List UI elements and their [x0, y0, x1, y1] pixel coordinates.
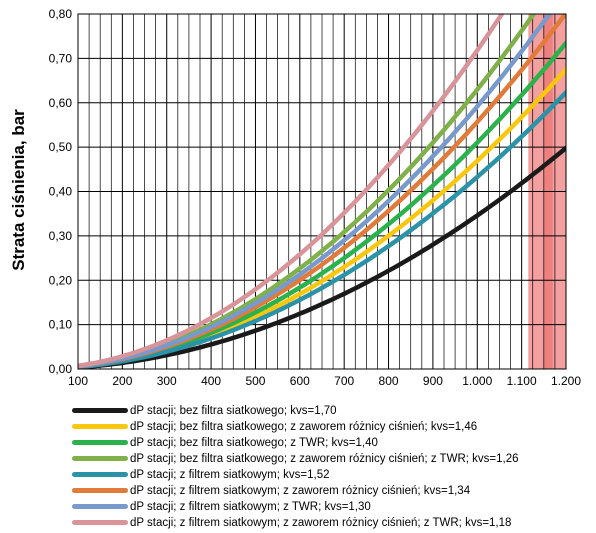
y-tick-label: 0,60: [49, 96, 73, 110]
series-line-5: [78, 90, 566, 369]
legend-label: dP stacji; z filtrem siatkowym; z zawore…: [130, 485, 471, 497]
x-tick-label: 300: [157, 374, 177, 388]
series-line-8: [78, 14, 505, 369]
y-tick-label: 0,00: [49, 362, 73, 376]
chart-svg: 0,00 0,10 0,20 0,30 0,40 0,50 0,60 0,70 0,80 100…: [9, 7, 581, 388]
y-tick-labels: 0,00 0,10 0,20 0,30 0,40 0,50 0,60 0,70 0,80: [49, 7, 73, 376]
legend-item: dP stacji; bez filtra siatkowego; z zawo…: [72, 451, 596, 467]
legend-swatch: [72, 440, 128, 445]
y-tick-label: 0,10: [49, 318, 73, 332]
legend-swatch: [72, 520, 128, 525]
y-tick-label: 0,50: [49, 140, 73, 154]
legend-item: dP stacji; bez filtra siatkowego; z TWR;…: [72, 435, 596, 451]
x-tick-label: 1.100: [507, 374, 537, 388]
legend-label: dP stacji; z filtrem siatkowym; z TWR; k…: [130, 501, 371, 513]
x-tick-label: 1.200: [551, 374, 581, 388]
y-tick-label: 0,40: [49, 185, 73, 199]
x-tick-label: 200: [112, 374, 132, 388]
legend-swatch: [72, 456, 128, 461]
legend-swatch: [72, 504, 128, 509]
legend-label: dP stacji; bez filtra siatkowego; z zawo…: [130, 421, 478, 433]
x-tick-labels: 100 200 300 400 500 600 700 800 900 1.000 1.100 1.2…: [68, 374, 581, 388]
legend-item: dP stacji; z filtrem siatkowym; z TWR; k…: [72, 499, 596, 515]
legend-label: dP stacji; bez filtra siatkowego; z TWR;…: [130, 437, 378, 449]
series-line-1: [78, 145, 566, 369]
legend-label: dP stacji; z filtrem siatkowym; z zawore…: [130, 517, 512, 529]
x-tick-label: 1.000: [462, 374, 492, 388]
series-line-7: [78, 14, 553, 369]
legend-label: dP stacji; bez filtra siatkowego; kvs=1,…: [130, 405, 337, 417]
legend-item: dP stacji; bez filtra siatkowego; kvs=1,…: [72, 403, 596, 419]
y-tick-label: 0,20: [49, 273, 73, 287]
legend-item: dP stacji; bez filtra siatkowego; z zawo…: [72, 419, 596, 435]
y-tick-label: 0,70: [49, 51, 73, 65]
series-lines: [78, 14, 566, 369]
legend-item: dP stacji; z filtrem siatkowym; z zawore…: [72, 515, 596, 531]
y-tick-label: 0,80: [49, 7, 73, 21]
legend-label: dP stacji; z filtrem siatkowym; kvs=1,52: [130, 469, 330, 481]
legend-item: dP stacji; z filtrem siatkowym; kvs=1,52: [72, 467, 596, 483]
legend: dP stacji; bez filtra siatkowego; kvs=1,…: [72, 403, 596, 531]
legend-swatch: [72, 408, 128, 413]
plot-frame: [77, 13, 567, 370]
x-tick-label: 800: [379, 374, 399, 388]
legend-swatch: [72, 424, 128, 429]
x-tick-label: 400: [201, 374, 221, 388]
grid: [77, 13, 567, 370]
legend-label: dP stacji; bez filtra siatkowego; z zawo…: [130, 453, 519, 465]
y-axis-label: Strata ciśnienia, bar: [9, 109, 28, 271]
x-tick-label: 700: [334, 374, 354, 388]
legend-swatch: [72, 472, 128, 477]
x-tick-label: 100: [68, 374, 88, 388]
x-tick-label: 500: [245, 374, 265, 388]
y-tick-label: 0,30: [49, 229, 73, 243]
legend-item: dP stacji; z filtrem siatkowym; z zawore…: [72, 483, 596, 499]
x-tick-label: 900: [423, 374, 443, 388]
x-tick-label: 600: [290, 374, 310, 388]
legend-swatch: [72, 488, 128, 493]
